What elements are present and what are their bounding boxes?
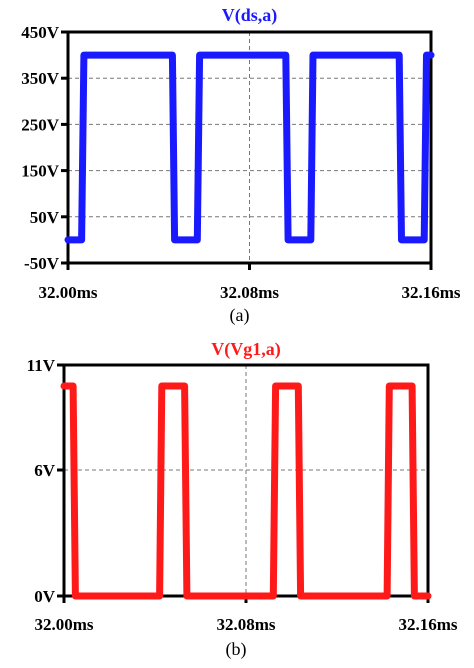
charta-y-tick-label: 350V [21, 69, 60, 88]
chartb-caption: (b) [226, 639, 247, 660]
charta-series-line [64, 51, 435, 244]
charta-x-tick-label: 32.00ms [38, 283, 97, 302]
charta-y-tick-label: -50V [24, 254, 60, 273]
charta-title: V(ds,a) [222, 5, 278, 26]
charta-caption: (a) [230, 305, 250, 326]
chartb-x-tick-label: 32.00ms [34, 615, 93, 634]
chartb-x-tick-label: 32.16ms [398, 615, 457, 634]
chartb-y-tick-label: 11V [27, 356, 56, 375]
chart-panel-b: 11V 6V 0V 32.00ms 32.08ms 32.16ms V(Vg1,a) (b) [27, 339, 458, 660]
charta-y-tick-label: 250V [21, 115, 60, 134]
chartb-y-tick-label: 6V [34, 461, 56, 480]
charta-y-tick-label: 150V [21, 162, 60, 181]
charta-x-tick-label: 32.08ms [220, 283, 279, 302]
charta-x-tick-label: 32.16ms [401, 283, 460, 302]
chartb-y-tick-label: 0V [34, 587, 56, 606]
charta-y-tick-label: 50V [30, 208, 60, 227]
chart-panel-a: 450V 350V 250V 150V 50V -50V 32.00ms 32.08ms 32.… [21, 5, 461, 326]
charta-y-tick-label: 450V [21, 23, 60, 42]
chartb-x-tick-label: 32.08ms [216, 615, 275, 634]
chartb-series-line [60, 382, 432, 600]
chartb-title: V(Vg1,a) [211, 339, 281, 360]
